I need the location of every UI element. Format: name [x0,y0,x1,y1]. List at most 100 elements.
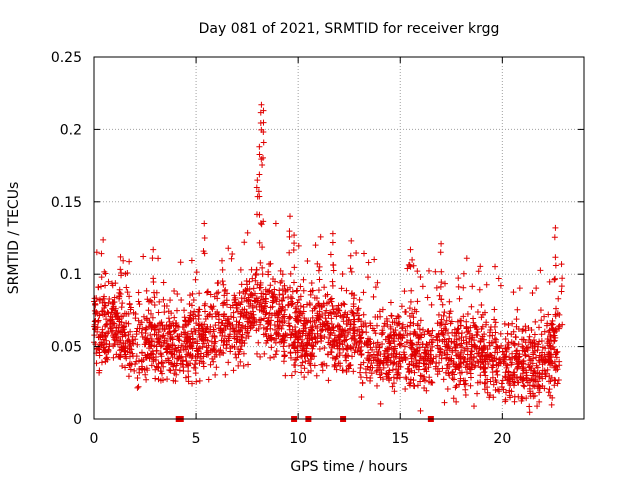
data-point [430,355,437,362]
data-point [329,354,336,361]
data-point [416,334,423,341]
data-point [477,363,484,370]
data-point [138,365,145,372]
data-point [470,319,477,326]
data-point [549,326,556,333]
data-point [156,326,163,333]
data-point [195,306,202,313]
data-point [103,321,110,328]
x-axis-label: GPS time / hours [290,459,407,475]
data-point [219,266,226,273]
data-point [376,308,383,315]
data-point [482,365,489,372]
data-point [247,300,254,307]
data-point [202,315,209,322]
data-point [160,363,167,370]
data-point [205,376,212,383]
data-point [559,275,566,282]
data-point [370,351,377,358]
data-point [133,353,140,360]
data-point [439,330,446,337]
data-point [426,374,433,381]
data-point [460,270,467,277]
data-point [318,361,325,368]
data-point [314,330,321,337]
data-point [172,378,179,385]
data-point [494,368,501,375]
data-point [202,300,209,307]
data-point [215,319,222,326]
data-point [402,309,409,316]
data-point [105,347,112,354]
data-point [174,333,181,340]
data-point [429,327,436,334]
data-point [499,377,506,384]
data-point [175,336,182,343]
data-point [385,333,392,340]
data-point [311,319,318,326]
data-point [390,328,397,335]
data-point [514,347,521,354]
data-point [292,305,299,312]
data-point [179,342,186,349]
data-point [140,313,147,320]
data-point [204,337,211,344]
data-point [330,306,337,313]
data-point [499,348,506,355]
data-point [271,337,278,344]
data-point [311,353,318,360]
data-point [317,327,324,334]
data-point [111,294,118,301]
data-point [235,362,242,369]
data-point [393,332,400,339]
data-point [113,313,120,320]
data-point [103,316,110,323]
data-point [211,333,218,340]
data-point [548,337,555,344]
data-point [394,375,400,382]
data-point [452,344,459,351]
data-point [457,360,464,367]
data-point [343,345,350,352]
data-point [476,346,483,353]
data-point [423,368,430,375]
data-point [259,271,266,278]
data-point [324,291,331,298]
data-point [260,107,267,114]
data-point [122,332,129,339]
data-point [167,297,174,304]
data-point [279,291,286,298]
data-point [126,293,133,300]
data-point [307,351,314,358]
data-point [229,250,236,257]
data-point [513,316,520,323]
data-point [512,334,519,341]
data-point [343,357,350,364]
data-point [259,244,266,251]
data-point [241,239,248,246]
data-point [356,296,363,303]
data-point [547,362,554,369]
data-point [261,315,268,322]
data-point [124,337,131,344]
data-point [407,263,414,270]
data-point [416,344,423,351]
data-point [370,357,377,364]
data-point [523,372,530,379]
data-point [556,325,563,332]
data-point [530,376,537,383]
data-point [171,342,178,349]
data-point [280,343,287,350]
data-point [276,287,283,294]
data-point [389,319,396,326]
data-point [520,375,527,382]
data-point [551,332,558,339]
data-point [403,338,410,345]
data-point [181,338,188,345]
data-point [355,305,362,312]
data-point [272,326,279,333]
data-point [379,340,386,347]
data-point [369,325,376,332]
data-point [417,317,424,324]
